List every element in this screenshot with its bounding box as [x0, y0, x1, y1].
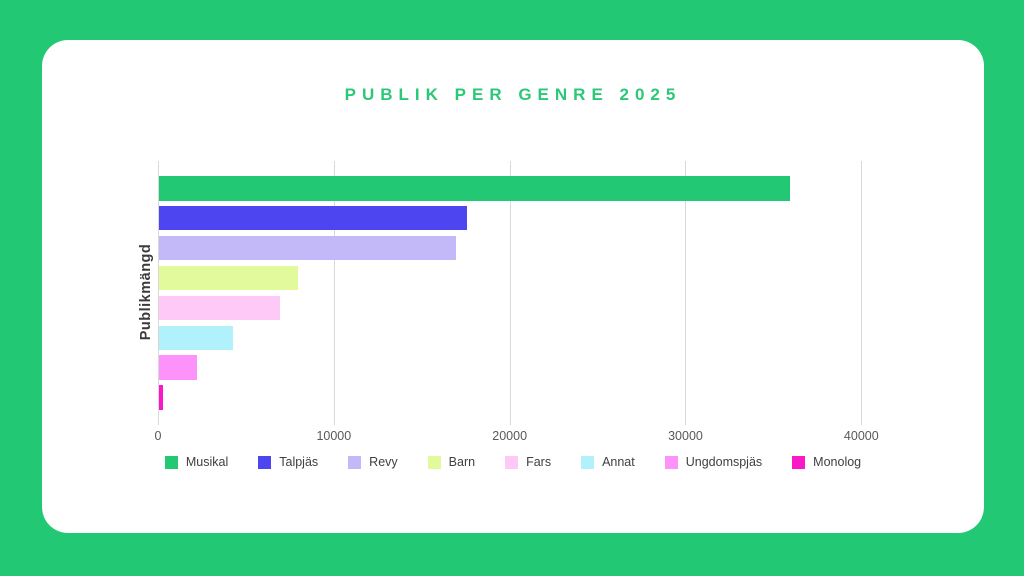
- chart-title: PUBLIK PER GENRE 2025: [344, 85, 682, 104]
- legend-swatch-icon: [258, 455, 272, 469]
- bar-musikal: [159, 176, 791, 201]
- bar-barn: [159, 265, 298, 291]
- legend-label: Barn: [448, 455, 476, 469]
- y-axis-title: Publikmängd: [138, 243, 154, 341]
- gridline-0: [158, 161, 159, 425]
- x-tick-label-0: 0: [154, 429, 162, 443]
- legend-label: Monolog: [813, 455, 862, 469]
- legend-label: Talpjäs: [279, 455, 319, 469]
- legend-swatch-icon: [505, 455, 519, 469]
- legend-label: Annat: [602, 455, 635, 469]
- plot-area: 0 10000 20000 30000 40000: [155, 161, 900, 443]
- legend-item-monolog: Monolog: [792, 455, 861, 469]
- bar-monolog: [159, 385, 164, 410]
- legend-item-talpjäs: Talpjäs: [258, 455, 318, 469]
- legend-label: Ungdomspjäs: [685, 455, 763, 469]
- legend-swatch-icon: [164, 455, 178, 469]
- legend-item-musikal: Musikal: [164, 455, 229, 469]
- legend-swatch-icon: [348, 455, 362, 469]
- x-tick-label-20000: 20000: [492, 429, 528, 443]
- legend-swatch-icon: [581, 455, 595, 469]
- legend-swatch-icon: [664, 455, 678, 469]
- x-tick-label-10000: 10000: [316, 429, 352, 443]
- legend-label: Fars: [526, 455, 552, 469]
- bar-talpjäs: [159, 205, 467, 231]
- x-tick-label-40000: 40000: [843, 429, 879, 443]
- legend: Musikal Talpjäs Revy Barn Fars Annat Ungdomspj…: [42, 455, 984, 469]
- gridline-10000: [333, 161, 335, 425]
- chart-card: PUBLIK PER GENRE 2025 Publikmängd 0 10000…: [42, 40, 984, 533]
- legend-item-annat: Annat: [581, 455, 635, 469]
- legend-label: Revy: [369, 455, 398, 469]
- legend-swatch-icon: [792, 455, 806, 469]
- legend-swatch-icon: [427, 455, 441, 469]
- bar-ungdomspjäs: [159, 355, 197, 380]
- x-tick-label-30000: 30000: [668, 429, 703, 443]
- legend-label: Musikal: [185, 455, 229, 469]
- legend-item-fars: Fars: [505, 455, 551, 469]
- legend-item-revy: Revy: [348, 455, 398, 469]
- bar-fars: [159, 295, 281, 321]
- bar-annat: [159, 325, 233, 350]
- gridline-40000: [861, 161, 863, 425]
- bar-revy: [159, 235, 457, 261]
- legend-item-barn: Barn: [427, 455, 476, 469]
- gridline-20000: [509, 161, 511, 425]
- gridline-30000: [685, 161, 687, 425]
- legend-item-ungdomspjäs: Ungdomspjäs: [664, 455, 763, 469]
